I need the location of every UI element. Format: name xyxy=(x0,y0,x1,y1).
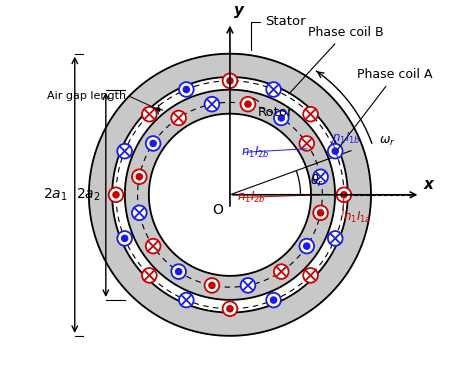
Circle shape xyxy=(227,78,233,84)
Circle shape xyxy=(313,170,328,184)
Text: Stator: Stator xyxy=(251,16,306,50)
Text: $\omega_r$: $\omega_r$ xyxy=(379,135,396,148)
Circle shape xyxy=(303,107,318,121)
Circle shape xyxy=(132,170,146,184)
Circle shape xyxy=(121,235,128,241)
Circle shape xyxy=(266,293,281,307)
Text: $n_1I_{2b}$: $n_1I_{2b}$ xyxy=(241,145,270,160)
Circle shape xyxy=(223,73,237,88)
Text: $n_1I_{2b}$: $n_1I_{2b}$ xyxy=(237,190,265,205)
Polygon shape xyxy=(89,54,371,336)
Circle shape xyxy=(300,136,314,151)
Text: $\theta_r$: $\theta_r$ xyxy=(310,173,324,189)
Circle shape xyxy=(266,82,281,97)
Polygon shape xyxy=(125,90,335,300)
Circle shape xyxy=(132,206,146,220)
Circle shape xyxy=(241,278,255,293)
Circle shape xyxy=(227,306,233,312)
Text: y: y xyxy=(234,3,244,19)
Circle shape xyxy=(328,144,343,158)
Circle shape xyxy=(245,101,251,107)
Circle shape xyxy=(142,268,157,283)
Circle shape xyxy=(142,107,157,121)
Circle shape xyxy=(171,264,186,279)
Circle shape xyxy=(205,97,219,111)
Circle shape xyxy=(205,278,219,293)
Circle shape xyxy=(300,239,314,253)
Circle shape xyxy=(271,297,277,303)
Text: Phase coil B: Phase coil B xyxy=(289,26,383,94)
Circle shape xyxy=(113,192,119,198)
Text: $n_1I_{1b}$: $n_1I_{1b}$ xyxy=(331,131,360,146)
Circle shape xyxy=(209,282,215,288)
Circle shape xyxy=(179,82,194,97)
Circle shape xyxy=(241,97,255,111)
Circle shape xyxy=(318,210,324,216)
Circle shape xyxy=(313,206,328,220)
Circle shape xyxy=(118,144,132,158)
Text: $2a_2$: $2a_2$ xyxy=(76,187,100,203)
Circle shape xyxy=(118,231,132,246)
Circle shape xyxy=(303,268,318,283)
Circle shape xyxy=(304,243,310,249)
Circle shape xyxy=(332,148,338,154)
Text: x: x xyxy=(423,177,433,192)
Circle shape xyxy=(278,115,284,121)
Circle shape xyxy=(109,187,123,202)
Circle shape xyxy=(136,174,142,180)
Circle shape xyxy=(337,187,351,202)
Text: Rotor: Rotor xyxy=(254,98,294,119)
Circle shape xyxy=(274,111,289,125)
Circle shape xyxy=(146,136,161,151)
Circle shape xyxy=(179,293,194,307)
Circle shape xyxy=(274,264,289,279)
Text: $n_1I_{1a}$: $n_1I_{1a}$ xyxy=(343,210,371,225)
Text: Air gap length: Air gap length xyxy=(47,91,126,101)
Circle shape xyxy=(150,140,156,147)
Circle shape xyxy=(175,268,182,275)
Circle shape xyxy=(341,192,347,198)
Text: $2a_1$: $2a_1$ xyxy=(43,187,68,203)
Text: Phase coil A: Phase coil A xyxy=(337,68,432,150)
Circle shape xyxy=(171,111,186,125)
Circle shape xyxy=(328,231,343,246)
Circle shape xyxy=(146,239,161,253)
Circle shape xyxy=(223,301,237,316)
Circle shape xyxy=(183,87,190,93)
Text: O: O xyxy=(212,203,223,217)
